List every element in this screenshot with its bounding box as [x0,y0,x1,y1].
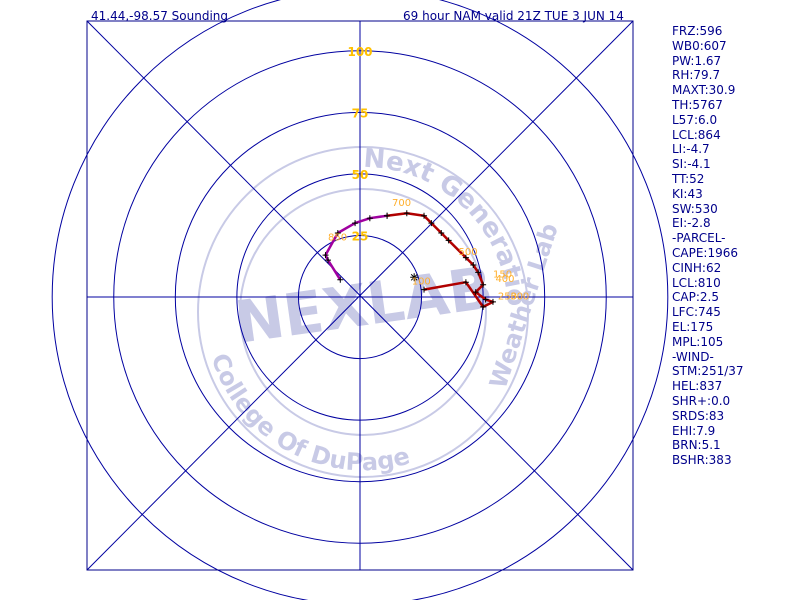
sounding-parameters-panel: FRZ:596 WB0:607 PW:1.67 RH:79.7 MAXT:30.9 TH:… [672,24,798,468]
hodograph-point [480,303,487,310]
speed-ring [51,0,669,600]
pressure-label: 300 [510,291,529,302]
seal-arc-textpath: College Of DuPage [206,350,413,477]
pressure-label: 250 [498,291,517,302]
model-run-title: 69 hour NAM valid 21Z TUE 3 JUN 14 [403,9,624,23]
parameter-row: STM:251/37 [672,364,744,379]
hodograph-point [384,212,391,219]
pressure-label: 500 [459,247,478,258]
parameter-row: FRZ:596 [672,24,723,38]
seal-center-text: NEXLAB [231,253,497,356]
parameter-row: EHI:7.9 [672,423,716,438]
hodograph-point [475,269,482,276]
pressure-label: 150 [493,269,512,280]
sounding-location: 41.44,-98.57 Sounding [91,9,229,23]
hodograph-point [403,210,410,217]
parameter-row: BSHR:383 [672,453,732,468]
storm-motion-marker [410,273,419,282]
hodograph-point [324,257,331,264]
hodograph-trace-line [386,212,495,309]
parameter-row: SI:-4.1 [672,157,711,172]
hodograph-point [421,286,428,293]
seal-inner-ring [239,188,487,436]
parameter-row: EI:-2.8 [672,216,711,231]
parameter-row: SW:530 [672,201,718,216]
parameter-row: SRDS:83 [672,408,725,423]
hodograph-point [322,252,329,259]
hodograph-point [334,229,341,236]
hodograph-point [421,212,428,219]
pressure-label: 700 [392,198,411,209]
parameter-row: TH:5767 [672,97,723,112]
hodograph-point [445,237,452,244]
hodograph-point [489,298,496,305]
parameter-row: CAP:2.5 [672,290,719,305]
parameter-row: MAXT:30.9 [672,83,736,98]
pressure-label: 850 [328,232,347,243]
speed-ring-label: 75 [352,106,369,120]
hodograph-grid [86,20,634,571]
parameter-row: LCL:810 [672,275,721,290]
parameter-row: WB0:607 [672,38,727,53]
college-of-dupage-seal-watermark: Next GenerationCollege Of DuPageWeather … [0,0,564,478]
hodograph-point [462,254,469,261]
parameter-row: RH:79.7 [672,68,721,83]
hodograph-point [470,261,477,268]
pressure-label: 100 [412,277,431,288]
parameter-row: L57:6.0 [672,112,718,127]
hodograph-point [352,220,359,227]
hodograph-point [337,276,344,283]
speed-ring-label: 50 [352,168,369,182]
speed-ring [174,111,546,483]
hodograph-point [462,279,469,286]
hodograph-point [428,220,435,227]
hodograph-traces [322,210,496,310]
parameter-row: LI:-4.7 [672,142,710,157]
speed-ring-label: 100 [347,45,372,59]
parameter-row: PW:1.67 [672,53,722,68]
speed-rings: 25 50 75 100 [51,0,669,600]
seal-outer-ring [197,146,529,478]
parameter-row: KI:43 [672,186,703,201]
parameter-row: LFC:745 [672,305,721,320]
parameter-row: SHR+:0.0 [672,393,731,408]
parameter-row: LCL:864 [672,127,721,142]
speed-ring-inner [297,234,423,360]
parameter-row: BRN:5.1 [672,438,721,453]
speed-ring [113,50,607,544]
pressure-label: 400 [495,274,514,285]
parameter-row: MPL:105 [672,334,724,349]
hodograph-point [482,296,489,303]
hodograph-series [384,210,496,310]
parameter-row: -PARCEL- [672,231,726,246]
seal-arc-text: College Of DuPage [206,350,413,477]
hodograph-point [472,289,479,296]
plot-frame [86,20,634,571]
diagonal-ne-sw [86,20,634,571]
hodograph-point [438,229,445,236]
speed-ring-label: 25 [352,229,369,243]
parameter-row: EL:175 [672,319,714,334]
parameter-row: CINH:62 [672,260,722,275]
hodograph-point [366,215,373,222]
hodograph-point [480,281,487,288]
parameter-row: CAPE:1966 [672,245,738,260]
parameter-row: -WIND- [672,349,714,364]
parameter-row: HEL:837 [672,379,723,394]
parameter-row: TT:52 [672,171,705,186]
